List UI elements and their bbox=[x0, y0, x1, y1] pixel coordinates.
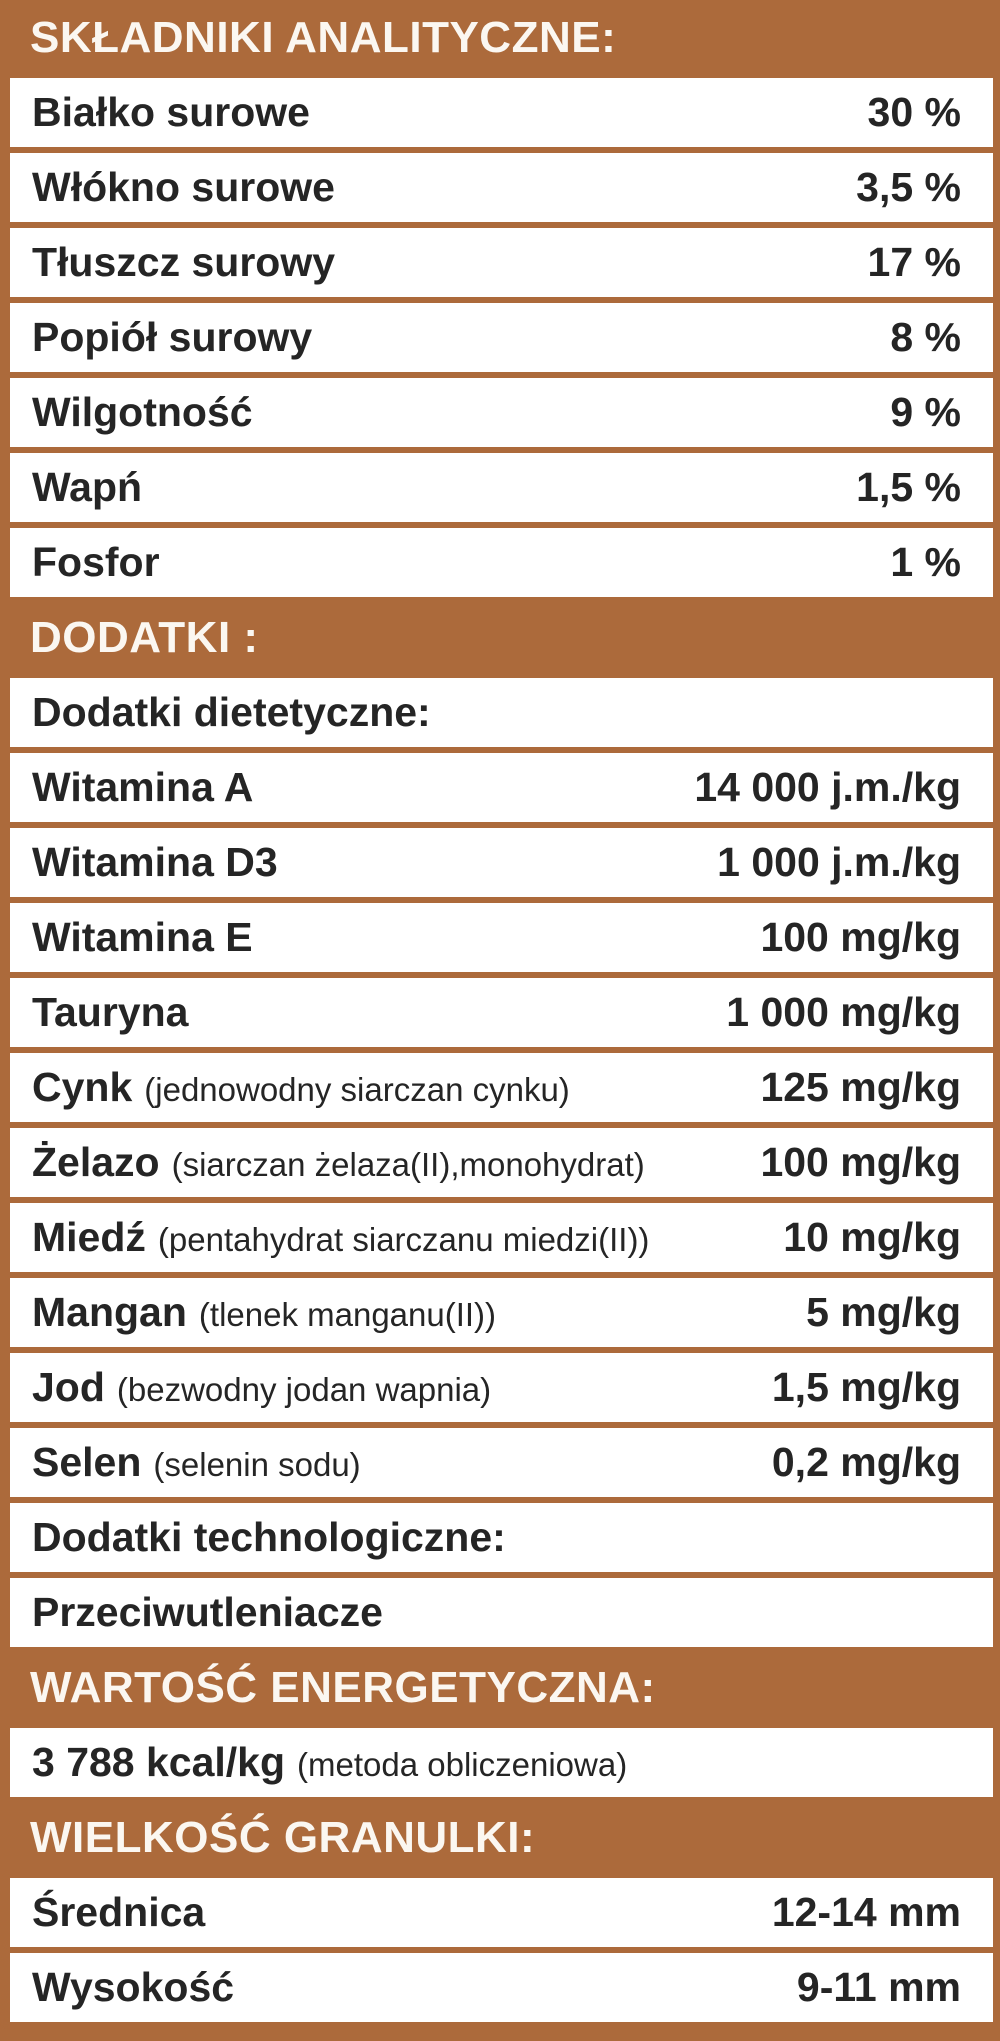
nutrient-detail: (jednowodny siarczan cynku) bbox=[144, 1071, 570, 1108]
row-selen: Selen (selenin sodu) 0,2 mg/kg bbox=[10, 1428, 993, 1497]
nutrient-label: Wilgotność bbox=[32, 389, 253, 435]
nutrient-detail: (selenin sodu) bbox=[153, 1446, 361, 1483]
nutrient-value: 14 000 j.m./kg bbox=[694, 764, 961, 810]
section-header-analytical-label: SKŁADNIKI ANALITYCZNE: bbox=[30, 12, 617, 62]
nutrient-value: 8 % bbox=[890, 314, 961, 360]
section-header-analytical: SKŁADNIKI ANALITYCZNE: bbox=[0, 0, 1000, 75]
nutrient-label: Białko surowe bbox=[32, 89, 310, 135]
section-header-kibble-size-label: WIELKOŚĆ GRANULKI: bbox=[30, 1812, 536, 1862]
nutrient-label-group: Cynk (jednowodny siarczan cynku) bbox=[32, 1064, 570, 1111]
nutrient-label-group: Miedź (pentahydrat siarczanu miedzi(II)) bbox=[32, 1214, 649, 1261]
nutrient-label: Popiół surowy bbox=[32, 314, 313, 360]
nutrient-label: Selen bbox=[32, 1439, 142, 1485]
nutrient-value: 1 % bbox=[890, 539, 961, 585]
kibble-value: 9-11 mm bbox=[796, 1964, 961, 2010]
nutrient-label: Wapń bbox=[32, 464, 143, 510]
nutrient-detail: (bezwodny jodan wapnia) bbox=[116, 1371, 492, 1408]
group-label: Dodatki technologiczne: bbox=[32, 1514, 506, 1560]
group-label: Dodatki dietetyczne: bbox=[32, 689, 431, 735]
nutrient-label: Witamina D3 bbox=[32, 839, 278, 885]
row-cynk: Cynk (jednowodny siarczan cynku) 125 mg/… bbox=[10, 1053, 993, 1122]
nutrient-label: Fosfor bbox=[32, 539, 160, 585]
row-jod: Jod (bezwodny jodan wapnia) 1,5 mg/kg bbox=[10, 1353, 993, 1422]
nutrient-value: 17 % bbox=[867, 239, 961, 285]
nutrient-label: Cynk bbox=[32, 1064, 133, 1110]
nutrient-label: Witamina A bbox=[32, 764, 254, 810]
nutrient-value: 125 mg/kg bbox=[760, 1064, 961, 1110]
row-wapn: Wapń 1,5 % bbox=[10, 453, 993, 522]
nutrient-detail: (pentahydrat siarczanu miedzi(II)) bbox=[157, 1221, 650, 1258]
row-wysokosc: Wysokość 9-11 mm bbox=[10, 1953, 993, 2022]
row-witamina-e: Witamina E 100 mg/kg bbox=[10, 903, 993, 972]
nutrient-value: 30 % bbox=[867, 89, 961, 135]
row-bialko-surowe: Białko surowe 30 % bbox=[10, 78, 993, 147]
section-header-kibble-size: WIELKOŚĆ GRANULKI: bbox=[0, 1800, 1000, 1875]
nutrient-label: Witamina E bbox=[32, 914, 253, 960]
energy-method: (metoda obliczeniowa) bbox=[297, 1746, 628, 1783]
nutrient-label: Miedź bbox=[32, 1214, 146, 1260]
nutrient-label-group: Selen (selenin sodu) bbox=[32, 1439, 361, 1486]
nutrient-label: Jod bbox=[32, 1364, 105, 1410]
nutrient-label-group: Jod (bezwodny jodan wapnia) bbox=[32, 1364, 491, 1411]
row-fosfor: Fosfor 1 % bbox=[10, 528, 993, 597]
nutrient-value: 1 000 mg/kg bbox=[726, 989, 961, 1035]
row-mangan: Mangan (tlenek manganu(II)) 5 mg/kg bbox=[10, 1278, 993, 1347]
nutrient-value: 10 mg/kg bbox=[783, 1214, 961, 1260]
nutrient-label: Tauryna bbox=[32, 989, 189, 1035]
energy-value-group: 3 788 kcal/kg (metoda obliczeniowa) bbox=[32, 1739, 627, 1786]
row-srednica: Średnica 12-14 mm bbox=[10, 1878, 993, 1947]
nutrient-label: Przeciwutleniacze bbox=[32, 1589, 383, 1635]
row-witamina-a: Witamina A 14 000 j.m./kg bbox=[10, 753, 993, 822]
nutrient-value: 5 mg/kg bbox=[806, 1289, 961, 1335]
nutrient-value: 100 mg/kg bbox=[760, 1139, 961, 1185]
row-miedz: Miedź (pentahydrat siarczanu miedzi(II))… bbox=[10, 1203, 993, 1272]
nutrient-detail: (tlenek manganu(II)) bbox=[198, 1296, 497, 1333]
row-dodatki-technologiczne: Dodatki technologiczne: bbox=[10, 1503, 993, 1572]
row-tauryna: Tauryna 1 000 mg/kg bbox=[10, 978, 993, 1047]
nutrient-label: Mangan bbox=[32, 1289, 187, 1335]
nutrient-detail: (siarczan żelaza(II),monohydrat) bbox=[171, 1146, 645, 1183]
nutrient-value: 3,5 % bbox=[856, 164, 961, 210]
nutrient-value: 100 mg/kg bbox=[760, 914, 961, 960]
section-header-additives-label: DODATKI : bbox=[30, 612, 259, 662]
nutrient-label-group: Mangan (tlenek manganu(II)) bbox=[32, 1289, 496, 1336]
section-header-energy: WARTOŚĆ ENERGETYCZNA: bbox=[0, 1650, 1000, 1725]
section-header-additives: DODATKI : bbox=[0, 600, 1000, 675]
row-popiol-surowy: Popiół surowy 8 % bbox=[10, 303, 993, 372]
kibble-label: Wysokość bbox=[32, 1964, 235, 2010]
nutrient-label: Żelazo bbox=[32, 1139, 160, 1185]
row-wilgotnosc: Wilgotność 9 % bbox=[10, 378, 993, 447]
kibble-label: Średnica bbox=[32, 1889, 206, 1935]
nutrient-value: 0,2 mg/kg bbox=[771, 1439, 961, 1485]
row-energy-value: 3 788 kcal/kg (metoda obliczeniowa) bbox=[10, 1728, 993, 1797]
row-dodatki-dietetyczne: Dodatki dietetyczne: bbox=[10, 678, 993, 747]
nutrient-value: 1 000 j.m./kg bbox=[717, 839, 961, 885]
row-przeciwutleniacze: Przeciwutleniacze bbox=[10, 1578, 993, 1647]
nutrient-label: Tłuszcz surowy bbox=[32, 239, 336, 285]
row-zelazo: Żelazo (siarczan żelaza(II),monohydrat) … bbox=[10, 1128, 993, 1197]
energy-value: 3 788 kcal/kg bbox=[32, 1739, 286, 1785]
nutrient-value: 9 % bbox=[890, 389, 961, 435]
row-tluszcz-surowy: Tłuszcz surowy 17 % bbox=[10, 228, 993, 297]
nutrient-value: 1,5 % bbox=[856, 464, 961, 510]
row-witamina-d3: Witamina D3 1 000 j.m./kg bbox=[10, 828, 993, 897]
nutrient-value: 1,5 mg/kg bbox=[771, 1364, 961, 1410]
nutrient-label-group: Żelazo (siarczan żelaza(II),monohydrat) bbox=[32, 1139, 645, 1186]
kibble-value: 12-14 mm bbox=[771, 1889, 961, 1935]
row-wlokno-surowe: Włókno surowe 3,5 % bbox=[10, 153, 993, 222]
section-header-energy-label: WARTOŚĆ ENERGETYCZNA: bbox=[30, 1662, 656, 1712]
nutrient-label: Włókno surowe bbox=[32, 164, 335, 210]
